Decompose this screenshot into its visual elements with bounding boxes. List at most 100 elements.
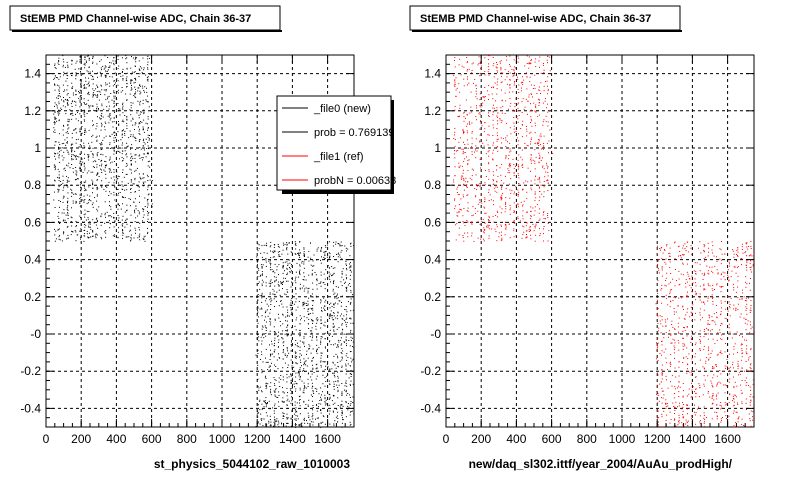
scatter-point bbox=[501, 89, 502, 91]
scatter-point bbox=[714, 411, 716, 413]
scatter-point bbox=[462, 177, 464, 179]
scatter-point bbox=[349, 424, 351, 426]
scatter-point bbox=[264, 316, 266, 318]
scatter-point bbox=[113, 182, 115, 184]
scatter-point bbox=[743, 296, 745, 298]
scatter-point bbox=[523, 226, 525, 228]
scatter-point bbox=[68, 127, 70, 129]
scatter-point bbox=[85, 131, 87, 133]
scatter-point bbox=[58, 120, 60, 122]
scatter-point bbox=[741, 264, 742, 266]
scatter-point bbox=[493, 142, 494, 144]
scatter-point bbox=[101, 142, 102, 144]
scatter-point bbox=[96, 84, 98, 86]
scatter-point bbox=[320, 361, 322, 363]
scatter-point bbox=[732, 398, 734, 399]
scatter-point bbox=[320, 319, 322, 321]
scatter-point bbox=[746, 283, 748, 285]
scatter-point bbox=[126, 218, 128, 220]
scatter-point bbox=[320, 396, 322, 398]
scatter-point bbox=[110, 208, 112, 210]
scatter-point bbox=[289, 271, 291, 273]
scatter-point bbox=[303, 255, 305, 257]
scatter-point bbox=[657, 292, 659, 294]
scatter-point bbox=[496, 226, 498, 228]
scatter-point bbox=[82, 161, 84, 163]
scatter-point bbox=[744, 322, 746, 324]
scatter-point bbox=[346, 264, 347, 266]
scatter-point bbox=[532, 207, 534, 209]
scatter-point bbox=[96, 125, 98, 127]
scatter-point bbox=[273, 390, 275, 392]
scatter-point bbox=[307, 404, 309, 406]
scatter-point bbox=[273, 276, 275, 278]
scatter-point bbox=[92, 184, 94, 186]
scatter-point bbox=[745, 298, 747, 300]
scatter-point bbox=[706, 265, 708, 267]
scatter-point bbox=[299, 395, 301, 397]
scatter-point bbox=[259, 275, 261, 277]
scatter-point bbox=[691, 371, 692, 373]
scatter-point bbox=[93, 109, 95, 111]
scatter-point bbox=[715, 364, 716, 366]
scatter-point bbox=[494, 82, 496, 84]
scatter-point bbox=[657, 425, 659, 427]
scatter-point bbox=[545, 81, 546, 83]
scatter-point bbox=[76, 178, 78, 180]
scatter-point bbox=[302, 391, 304, 393]
scatter-point bbox=[535, 225, 537, 227]
scatter-point bbox=[517, 206, 519, 208]
scatter-point bbox=[513, 164, 515, 165]
scatter-point bbox=[282, 280, 284, 282]
scatter-point bbox=[274, 394, 276, 396]
scatter-point bbox=[727, 310, 729, 312]
scatter-point bbox=[743, 425, 745, 426]
scatter-point bbox=[306, 350, 308, 352]
scatter-point bbox=[318, 282, 320, 284]
scatter-point bbox=[341, 331, 343, 333]
scatter-point bbox=[338, 300, 340, 302]
scatter-point bbox=[340, 245, 342, 247]
scatter-point bbox=[454, 145, 456, 147]
scatter-point bbox=[683, 357, 685, 359]
scatter-point bbox=[147, 221, 148, 222]
scatter-point bbox=[546, 164, 548, 166]
scatter-point bbox=[327, 415, 328, 417]
scatter-point bbox=[301, 354, 302, 356]
x-tick-label: 200 bbox=[71, 432, 91, 446]
scatter-point bbox=[530, 139, 532, 140]
scatter-point bbox=[99, 71, 101, 73]
scatter-point bbox=[117, 68, 119, 70]
scatter-point bbox=[477, 64, 479, 66]
scatter-point bbox=[496, 64, 498, 65]
scatter-point bbox=[291, 277, 293, 279]
scatter-point bbox=[537, 98, 539, 100]
scatter-point bbox=[122, 225, 124, 227]
scatter-point bbox=[745, 306, 747, 308]
scatter-point bbox=[484, 71, 486, 72]
scatter-point bbox=[118, 121, 119, 122]
scatter-point bbox=[108, 66, 110, 68]
scatter-point bbox=[463, 222, 465, 224]
scatter-point bbox=[749, 282, 750, 284]
scatter-point bbox=[72, 202, 74, 204]
scatter-point bbox=[471, 70, 473, 71]
scatter-point bbox=[329, 303, 330, 305]
scatter-point bbox=[746, 308, 748, 309]
scatter-point bbox=[308, 344, 310, 346]
scatter-point bbox=[467, 78, 468, 80]
scatter-point bbox=[497, 175, 499, 177]
scatter-point bbox=[54, 155, 56, 157]
scatter-point bbox=[721, 323, 723, 325]
scatter-point bbox=[260, 413, 262, 415]
scatter-point bbox=[257, 353, 259, 354]
scatter-point bbox=[66, 238, 68, 240]
scatter-point bbox=[456, 192, 458, 193]
scatter-point bbox=[75, 78, 77, 80]
scatter-point bbox=[286, 418, 288, 420]
scatter-point bbox=[311, 394, 312, 396]
scatter-point bbox=[335, 243, 337, 245]
right-chart-panel: StEMB PMD Channel-wise ADC, Chain 36-37 … bbox=[409, 5, 755, 471]
scatter-point bbox=[682, 410, 684, 412]
scatter-point bbox=[280, 282, 282, 284]
